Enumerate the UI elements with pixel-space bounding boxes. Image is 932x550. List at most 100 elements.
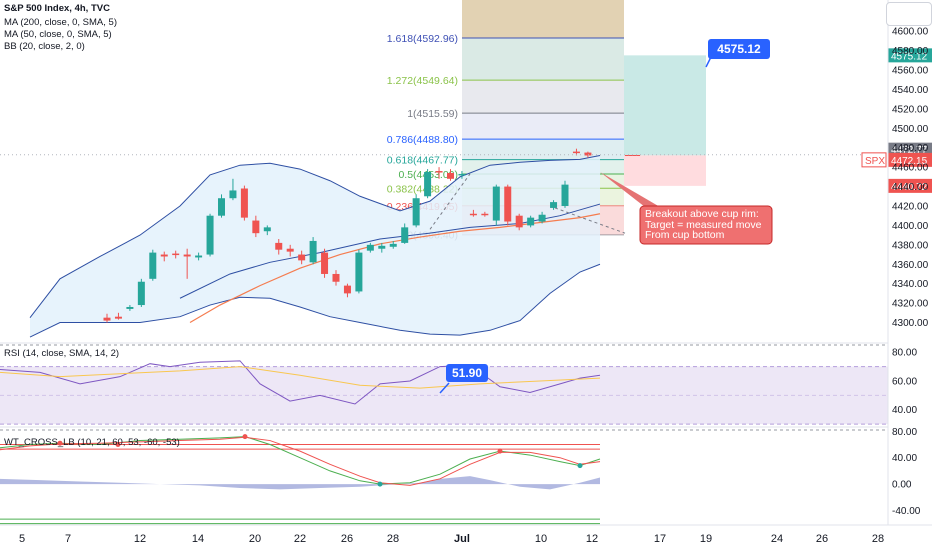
note-text: Breakout above cup rim: (645, 208, 759, 220)
ma200-legend[interactable]: MA (200, close, 0, SMA, 5) (4, 17, 117, 28)
price-tick-label: 4540.00 (892, 85, 929, 96)
fib-level-label: 0.786(4488.80) (387, 134, 458, 146)
time-tick-label: 26 (816, 533, 828, 545)
price-tick-label: 4300.00 (892, 318, 929, 329)
candle-body (195, 255, 203, 258)
note-text: From cup bottom (645, 229, 725, 241)
time-tick-label: 19 (700, 533, 712, 545)
fib-level-label: 1.272(4549.64) (387, 75, 458, 87)
candle-body (401, 227, 409, 243)
note-text: Target = measured move (645, 219, 762, 231)
price-tick-label: 4600.00 (892, 27, 929, 38)
lower-price-tag (888, 178, 932, 193)
candle-body (504, 186, 512, 222)
symbol-tag (861, 152, 887, 168)
time-tick-label: 26 (341, 533, 353, 545)
time-tick-label: 14 (192, 533, 204, 545)
rsi-legend[interactable]: RSI (14, close, SMA, 14, 2) (4, 348, 120, 359)
target-badge (708, 39, 770, 59)
price-tick-label: 4340.00 (892, 279, 929, 290)
time-tick-label: 22 (294, 533, 306, 545)
time-tick-label: 7 (65, 533, 71, 545)
current-price-tag (888, 152, 932, 167)
time-tick-label: 5 (19, 533, 25, 545)
price-tick-label: 4520.00 (892, 104, 929, 115)
candle-body (561, 184, 569, 206)
wt-tick-label: 40.00 (892, 453, 917, 464)
candle-body (149, 252, 157, 279)
price-tick-label: 4480.00 (892, 143, 929, 154)
wt-tick-label: -40.00 (892, 506, 921, 517)
candle-body (309, 240, 317, 263)
fib-band (462, 113, 624, 140)
candle-body (389, 243, 397, 247)
price-tick-label: 4560.00 (892, 66, 929, 77)
candle-body (137, 281, 145, 306)
wt-tick-label: 80.00 (892, 427, 917, 438)
candle-body (527, 217, 535, 226)
fib-band (462, 0, 624, 39)
candle-body (298, 254, 306, 261)
time-tick-label: 28 (387, 533, 399, 545)
fib-band (462, 80, 624, 114)
fib-band (462, 38, 624, 81)
candle-body (103, 317, 111, 321)
candle-body (183, 254, 191, 257)
fib-band (462, 139, 624, 160)
bollinger-upper (29, 155, 601, 318)
rsi-tick-label: 60.00 (892, 376, 917, 387)
price-tick-label: 4360.00 (892, 260, 929, 271)
wt-cross-dot (497, 448, 503, 454)
candle-body (263, 227, 271, 232)
wt-legend[interactable]: WT_CROSS_LB (10, 21, 60, 53, -60, -53) (4, 437, 180, 448)
candle-body (481, 213, 489, 216)
rsi-pointer (439, 382, 450, 394)
wt-cross-dot (115, 442, 121, 448)
candle-body (172, 253, 180, 256)
fib-level-label: 1(4515.59) (407, 108, 458, 120)
wt-cross-dot (242, 434, 248, 440)
chart-settings-button[interactable] (886, 2, 932, 26)
measure-line (429, 173, 471, 230)
candle-body (114, 316, 122, 319)
time-tick-label: 17 (654, 533, 666, 545)
lower-price-tag-text: 4440.72 (891, 182, 928, 193)
candle-body (424, 172, 432, 197)
price-tick-label: 4420.00 (892, 201, 929, 212)
candle-body (412, 198, 420, 226)
rsi-ma-line (0, 366, 601, 389)
candle-body (584, 152, 592, 156)
time-tick-label: 12 (586, 533, 598, 545)
candle-body (515, 215, 523, 228)
wt-histogram (0, 476, 600, 490)
bb-legend[interactable]: BB (20, close, 2, 0) (4, 41, 85, 52)
symbol-tag-text: SPX (865, 156, 885, 167)
candle-body (275, 242, 283, 250)
candle-body (286, 248, 294, 252)
wt2-line (0, 436, 601, 486)
candle-body (332, 273, 340, 282)
time-tick-label: 28 (872, 533, 884, 545)
current-price-tag-text: 4472.15 (891, 156, 928, 167)
time-tick-label: 24 (771, 533, 783, 545)
candle-body (435, 171, 443, 173)
rsi-tick-label: 40.00 (892, 405, 917, 416)
rsi-badge-text: 51.90 (452, 366, 482, 380)
wt-cross-dot (377, 481, 383, 487)
candle-body (355, 252, 363, 292)
price-tick-label: 4500.00 (892, 124, 929, 135)
candle-body (160, 254, 168, 257)
candle-body (218, 198, 225, 216)
candle-body (229, 190, 237, 199)
price-tick-label: 4400.00 (892, 221, 929, 232)
candle-body (126, 306, 134, 309)
rsi-badge (446, 364, 488, 382)
ma50-legend[interactable]: MA (50, close, 0, SMA, 5) (4, 29, 112, 40)
ma50-line (189, 213, 601, 324)
wt-cross-dot (57, 440, 63, 446)
candle-body (240, 188, 248, 218)
time-tick-label: 12 (134, 533, 146, 545)
target-price-tag-text: 4575.12 (891, 51, 928, 62)
